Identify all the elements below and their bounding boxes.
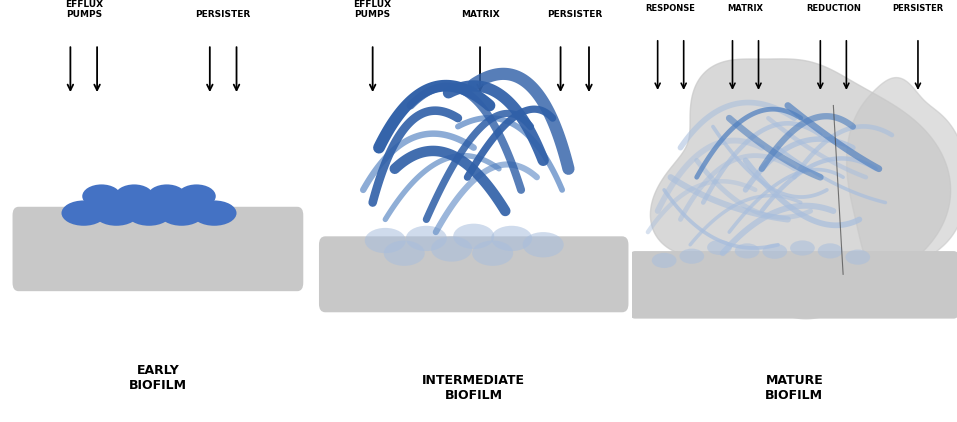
- Ellipse shape: [652, 253, 677, 268]
- Text: MATURE
BIOFILM: MATURE BIOFILM: [766, 374, 823, 402]
- Text: PERSISTER: PERSISTER: [892, 4, 944, 13]
- Ellipse shape: [384, 241, 425, 266]
- Text: STRESS
RESPONSE: STRESS RESPONSE: [646, 0, 696, 13]
- Text: PERSISTER: PERSISTER: [547, 10, 602, 19]
- Ellipse shape: [126, 200, 171, 226]
- Ellipse shape: [790, 241, 814, 256]
- FancyBboxPatch shape: [12, 207, 303, 291]
- Ellipse shape: [177, 184, 215, 208]
- FancyBboxPatch shape: [319, 236, 629, 312]
- Text: ERGOSTEROL
REDUCTION: ERGOSTEROL REDUCTION: [802, 0, 864, 13]
- Ellipse shape: [94, 200, 139, 226]
- Ellipse shape: [454, 224, 494, 249]
- Ellipse shape: [472, 241, 513, 266]
- Ellipse shape: [82, 184, 121, 208]
- Polygon shape: [847, 78, 957, 291]
- Ellipse shape: [735, 243, 760, 259]
- Ellipse shape: [431, 236, 472, 262]
- Ellipse shape: [845, 249, 870, 265]
- Ellipse shape: [817, 243, 842, 259]
- Ellipse shape: [763, 243, 788, 259]
- FancyBboxPatch shape: [630, 251, 957, 319]
- Ellipse shape: [192, 200, 236, 226]
- Text: MATRIX: MATRIX: [727, 4, 764, 13]
- Text: EARLY
BIOFILM: EARLY BIOFILM: [129, 364, 187, 392]
- Ellipse shape: [406, 226, 447, 251]
- Ellipse shape: [679, 249, 704, 264]
- Text: EFFLUX
PUMPS: EFFLUX PUMPS: [65, 0, 102, 19]
- Text: PERSISTER: PERSISTER: [195, 10, 251, 19]
- Ellipse shape: [115, 184, 153, 208]
- Text: MATRIX: MATRIX: [460, 10, 500, 19]
- Text: EFFLUX
PUMPS: EFFLUX PUMPS: [353, 0, 391, 19]
- Text: INTERMEDIATE
BIOFILM: INTERMEDIATE BIOFILM: [422, 374, 525, 402]
- Ellipse shape: [160, 200, 204, 226]
- Ellipse shape: [147, 184, 186, 208]
- Ellipse shape: [365, 228, 406, 253]
- Polygon shape: [651, 59, 950, 319]
- Ellipse shape: [491, 226, 532, 251]
- Ellipse shape: [523, 232, 564, 257]
- Ellipse shape: [707, 240, 732, 255]
- Ellipse shape: [61, 200, 106, 226]
